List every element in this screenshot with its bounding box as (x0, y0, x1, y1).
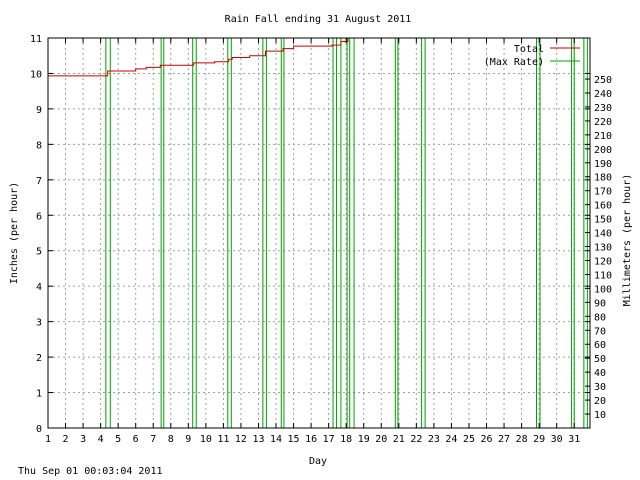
x-tick-label: 8 (168, 434, 174, 445)
max-rate-bar (227, 37, 232, 429)
x-tick-label: 25 (463, 434, 475, 445)
x-tick-label: 21 (393, 434, 405, 445)
y-tick-label: 5 (36, 247, 42, 258)
x-tick-label: 9 (185, 434, 191, 445)
x-tick-label: 27 (498, 434, 510, 445)
x-tick-label: 3 (80, 434, 86, 445)
max-rate-bar (571, 37, 575, 429)
x-tick-label: 23 (428, 434, 440, 445)
x-tick-label: 30 (551, 434, 563, 445)
y2-tick-label: 230 (594, 103, 612, 114)
y-tick-label: 0 (36, 424, 42, 435)
y-tick-label: 6 (36, 211, 42, 222)
x-tick-label: 24 (445, 434, 457, 445)
y2-tick-label: 150 (594, 215, 612, 226)
x-tick-label: 10 (200, 434, 212, 445)
y-tick-label: 8 (36, 140, 42, 151)
y2-tick-label: 120 (594, 256, 612, 267)
max-rate-bar (160, 37, 165, 429)
x-tick-label: 20 (375, 434, 387, 445)
x-tick-label: 13 (252, 434, 264, 445)
y-tick-label: 10 (30, 69, 42, 80)
y2-tick-label: 220 (594, 117, 612, 128)
y-tick-label: 9 (36, 105, 42, 116)
y2-tick-label: 110 (594, 270, 612, 281)
y2-tick-label: 170 (594, 187, 612, 198)
y2-tick-label: 100 (594, 284, 612, 295)
x-tick-label: 7 (150, 434, 156, 445)
y2-tick-label: 30 (594, 382, 606, 393)
max-rate-bar (349, 37, 355, 429)
x-tick-label: 12 (235, 434, 247, 445)
x-tick-label: 1 (45, 434, 51, 445)
y2-tick-label: 140 (594, 229, 612, 240)
y2-tick-label: 190 (594, 159, 612, 170)
legend-label: Total (514, 44, 544, 55)
x-tick-label: 29 (533, 434, 545, 445)
max-rate-bar (394, 37, 399, 429)
y-tick-label: 11 (30, 34, 42, 45)
y-axis-label: Inches (per hour) (9, 182, 20, 284)
y2-tick-label: 240 (594, 89, 612, 100)
y2-tick-label: 250 (594, 75, 612, 86)
x-axis-label: Day (309, 456, 327, 467)
y2-tick-label: 180 (594, 173, 612, 184)
x-tick-label: 16 (305, 434, 317, 445)
y2-tick-label: 60 (594, 340, 606, 351)
max-rate-bar (332, 37, 338, 429)
chart-title: Rain Fall ending 31 August 2011 (225, 14, 412, 25)
y2-axis-label: Millimeters (per hour) (622, 174, 633, 306)
y2-tick-label: 210 (594, 131, 612, 142)
y2-tick-label: 20 (594, 396, 606, 407)
y2-tick-label: 130 (594, 243, 612, 254)
legend: Total (Max Rate) (484, 44, 580, 68)
y2-tick-label: 200 (594, 145, 612, 156)
x-tick-label: 18 (340, 434, 352, 445)
x-tick-label: 4 (98, 434, 104, 445)
y2-tick-label: 70 (594, 326, 606, 337)
max-rate-bar (262, 37, 267, 429)
x-tick-label: 26 (480, 434, 492, 445)
x-tick-label: 31 (568, 434, 580, 445)
plot-frame (47, 37, 591, 429)
x-tick-label: 28 (516, 434, 528, 445)
x-tick-label: 6 (133, 434, 139, 445)
legend-label: (Max Rate) (484, 57, 544, 68)
y2-tick-label: 90 (594, 298, 606, 309)
y2-tick-label: 50 (594, 354, 606, 365)
y2-tick-label: 40 (594, 368, 606, 379)
max-rate-bar (421, 37, 426, 429)
y2-tick-label: 80 (594, 312, 606, 323)
x-tick-label: 14 (270, 434, 282, 445)
y-tick-label: 3 (36, 318, 42, 329)
y-tick-label: 1 (36, 389, 42, 400)
total-rainfall-line (48, 37, 590, 77)
x-tick-label: 15 (288, 434, 300, 445)
x-tick-label: 22 (410, 434, 422, 445)
max-rate-bar (192, 37, 197, 429)
y2-tick-label: 160 (594, 201, 612, 212)
y2-tick-label: 10 (594, 410, 606, 421)
data-series (48, 37, 590, 429)
x-tick-label: 5 (115, 434, 121, 445)
x-tick-label: 17 (323, 434, 335, 445)
max-rate-bar (105, 37, 111, 429)
x-tick-label: 19 (358, 434, 370, 445)
max-rate-bar (280, 37, 285, 429)
y-tick-label: 2 (36, 353, 42, 364)
y-tick-label: 4 (36, 282, 42, 293)
x-tick-label: 2 (63, 434, 69, 445)
x-tick-label: 11 (217, 434, 229, 445)
generated-timestamp: Thu Sep 01 00:03:04 2011 (18, 466, 163, 477)
y-tick-label: 7 (36, 176, 42, 187)
grid-lines (48, 38, 590, 428)
